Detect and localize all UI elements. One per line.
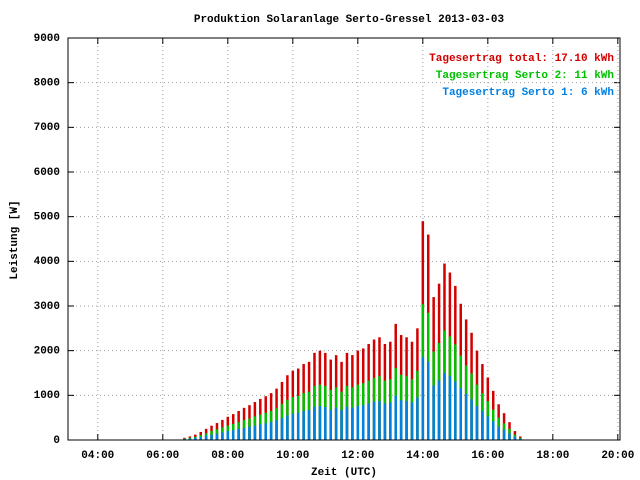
- bar: [437, 380, 441, 440]
- x-tick-label: 14:00: [406, 450, 439, 462]
- bar: [389, 402, 392, 440]
- x-axis-label: Zeit (UTC): [311, 467, 377, 479]
- bar: [329, 409, 332, 440]
- x-tick-label: 12:00: [341, 450, 374, 462]
- bar: [215, 433, 219, 440]
- bar: [204, 435, 208, 440]
- bar: [340, 410, 343, 440]
- y-axis-label: Leistung [W]: [9, 200, 21, 279]
- bar: [275, 420, 278, 440]
- bar: [416, 397, 419, 440]
- bar: [221, 432, 224, 440]
- bar: [313, 406, 316, 440]
- bar: [399, 400, 403, 440]
- bar: [194, 437, 197, 440]
- x-tick-label: 04:00: [81, 450, 114, 462]
- y-tick-label: 4000: [34, 256, 60, 268]
- y-tick-label: 3000: [34, 301, 60, 313]
- y-tick-label: 1000: [34, 390, 60, 402]
- bar: [454, 381, 457, 440]
- bar: [448, 376, 452, 440]
- bar: [259, 424, 262, 440]
- bar: [502, 429, 506, 440]
- x-tick-label: 10:00: [276, 450, 309, 462]
- bar: [324, 406, 327, 440]
- y-tick-label: 6000: [34, 167, 60, 179]
- bar: [242, 427, 246, 440]
- bar: [513, 436, 517, 440]
- bar: [475, 406, 479, 440]
- bar: [367, 403, 370, 440]
- y-tick-label: 2000: [34, 346, 60, 358]
- bar: [231, 430, 235, 440]
- y-tick-label: 5000: [34, 212, 60, 224]
- y-tick-label: 9000: [34, 33, 60, 45]
- x-tick-label: 16:00: [471, 450, 504, 462]
- bar: [405, 401, 408, 440]
- bar: [318, 406, 322, 440]
- bar: [361, 405, 365, 440]
- bar: [459, 388, 462, 440]
- bar: [443, 373, 446, 440]
- bar: [383, 403, 387, 440]
- bar: [464, 393, 468, 440]
- bar: [307, 410, 311, 440]
- bar: [302, 410, 305, 440]
- bar: [421, 356, 425, 440]
- bar: [378, 401, 381, 440]
- x-tick-label: 08:00: [211, 450, 244, 462]
- x-tick-label: 20:00: [601, 450, 634, 462]
- bar: [334, 407, 338, 440]
- bar: [237, 428, 240, 440]
- bar: [226, 431, 230, 440]
- x-tick-label: 18:00: [536, 450, 569, 462]
- bar: [286, 415, 289, 440]
- bar: [280, 418, 284, 440]
- bar: [291, 413, 295, 440]
- bar: [410, 402, 414, 440]
- legend-entry: Tagesertrag Serto 2: 11 kWh: [436, 70, 614, 82]
- bar: [351, 407, 354, 440]
- bar: [199, 436, 202, 440]
- bar: [508, 433, 511, 440]
- bar: [210, 434, 213, 440]
- bar: [491, 421, 495, 440]
- bar: [253, 425, 257, 440]
- bar: [486, 416, 490, 440]
- bar: [372, 401, 376, 440]
- bar: [269, 422, 273, 440]
- y-tick-label: 8000: [34, 78, 60, 90]
- bar: [519, 438, 522, 440]
- x-tick-label: 06:00: [146, 450, 179, 462]
- y-tick-label: 0: [53, 435, 60, 447]
- bar: [426, 361, 430, 440]
- bar: [356, 406, 360, 440]
- bar: [345, 406, 349, 440]
- bar: [481, 410, 484, 440]
- bar: [264, 423, 267, 440]
- bar: [394, 395, 397, 440]
- bar: [296, 412, 300, 440]
- chart-title: Produktion Solaranlage Serto-Gressel 201…: [194, 14, 505, 26]
- legend-entry: Tagesertrag Serto 1: 6 kWh: [442, 87, 614, 99]
- bar: [248, 426, 251, 440]
- bar: [432, 385, 435, 440]
- legend-entry: Tagesertrag total: 17.10 kWh: [429, 53, 614, 65]
- plot-frame: [67, 37, 621, 441]
- bar: [497, 426, 500, 440]
- bar: [470, 399, 473, 440]
- bar: [188, 438, 192, 440]
- y-tick-label: 7000: [34, 122, 60, 134]
